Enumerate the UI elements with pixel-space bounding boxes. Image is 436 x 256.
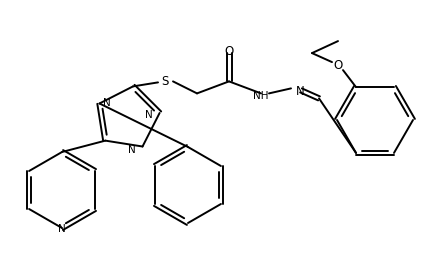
Text: N: N (58, 224, 66, 234)
Text: N: N (103, 99, 111, 109)
Text: N: N (128, 145, 136, 155)
Text: O: O (334, 59, 343, 72)
Text: NH: NH (253, 91, 269, 101)
Text: N: N (296, 85, 305, 98)
Text: O: O (225, 45, 234, 58)
Text: S: S (161, 75, 169, 88)
Text: N: N (145, 110, 153, 120)
